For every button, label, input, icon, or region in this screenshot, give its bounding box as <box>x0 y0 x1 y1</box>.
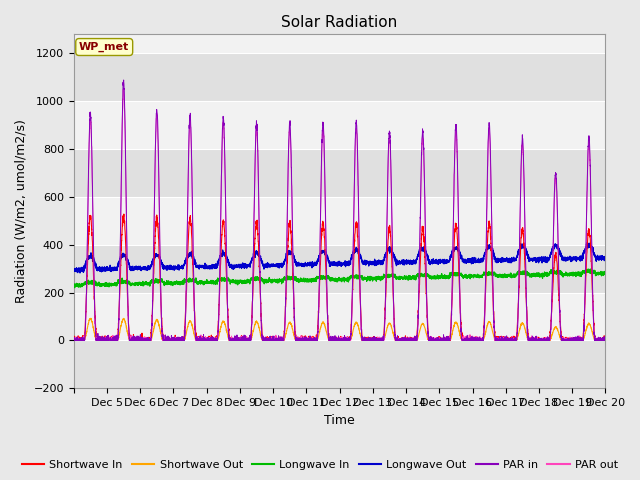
Legend: Shortwave In, Shortwave Out, Longwave In, Longwave Out, PAR in, PAR out: Shortwave In, Shortwave Out, Longwave In… <box>17 456 623 474</box>
Bar <box>74 340 605 388</box>
Title: Solar Radiation: Solar Radiation <box>282 15 397 30</box>
X-axis label: Time: Time <box>324 414 355 427</box>
Y-axis label: Radiation (W/m2, umol/m2/s): Radiation (W/m2, umol/m2/s) <box>15 119 28 303</box>
Bar <box>74 101 605 149</box>
Bar <box>74 197 605 245</box>
Text: WP_met: WP_met <box>79 42 129 52</box>
Bar <box>74 53 605 101</box>
Bar <box>74 292 605 340</box>
Bar <box>74 149 605 197</box>
Bar <box>74 245 605 292</box>
